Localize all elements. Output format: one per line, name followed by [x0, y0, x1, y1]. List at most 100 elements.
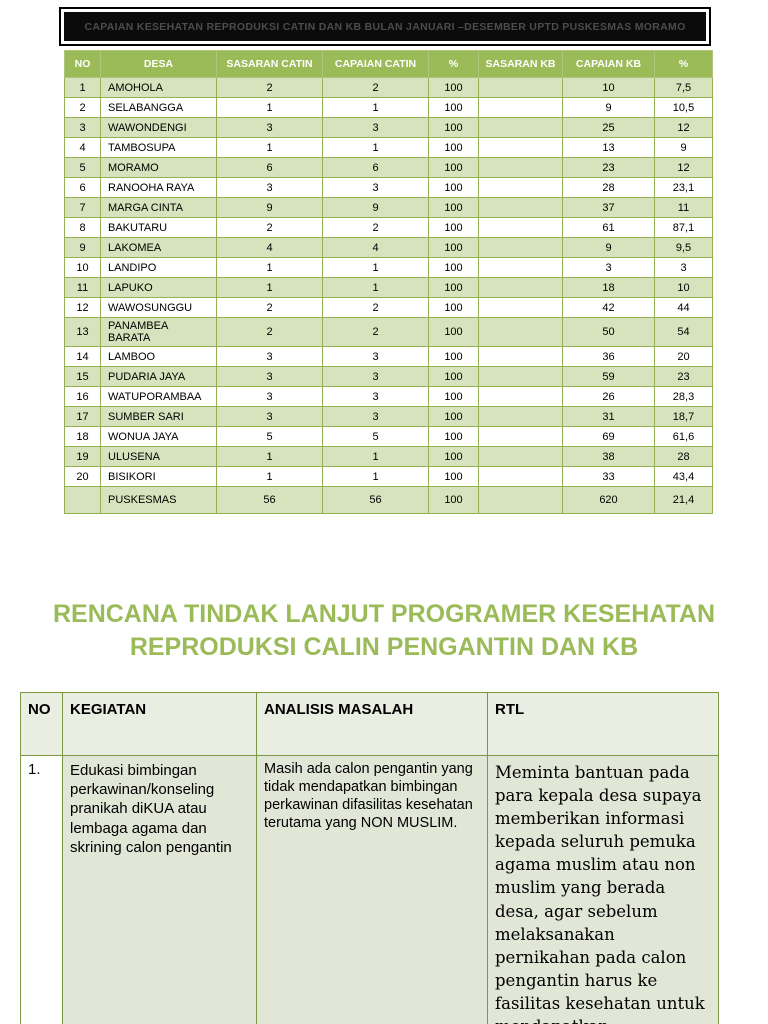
table-cell: 87,1	[654, 217, 713, 238]
table-cell: 59	[562, 366, 655, 387]
column-header: CAPAIAN KB	[562, 50, 655, 78]
table-cell: 9,5	[654, 237, 713, 258]
table-row: 13 PANAMBEA BARATA 2 2 100 50 54	[64, 317, 713, 347]
table-cell	[478, 217, 563, 238]
table-row: 9 LAKOMEA 4 4 100 9 9,5	[64, 237, 713, 258]
table-cell: 100	[428, 297, 479, 318]
table-cell	[478, 406, 563, 427]
column-header: NO	[20, 692, 63, 756]
table-cell: 3	[654, 257, 713, 278]
table-cell: SUMBER SARI	[100, 406, 217, 427]
column-header: %	[654, 50, 713, 78]
table-cell: 2	[322, 297, 429, 318]
table-cell: 100	[428, 366, 479, 387]
table-cell: 69	[562, 426, 655, 447]
table-cell: 18	[562, 277, 655, 298]
table-cell: 100	[428, 257, 479, 278]
table-cell	[478, 466, 563, 487]
table-cell: 33	[562, 466, 655, 487]
table-cell	[478, 346, 563, 367]
section-heading: RENCANA TINDAK LANJUT PROGRAMER KESEHATA…	[0, 598, 768, 664]
capaian-table-body: 1 AMOHOLA 2 2 100 10 7,5 2 SELABANGGA 1 1 100 9 10,5 3…	[64, 77, 713, 514]
table-cell: 3	[216, 117, 323, 138]
table-cell: MORAMO	[100, 157, 217, 178]
table-cell: 1	[322, 466, 429, 487]
table-cell: 100	[428, 386, 479, 407]
table-cell: 3	[64, 117, 101, 138]
table-cell: 100	[428, 317, 479, 347]
table-cell	[478, 317, 563, 347]
table-cell: 3	[216, 366, 323, 387]
table-row: 2 SELABANGGA 1 1 100 9 10,5	[64, 97, 713, 118]
table-cell: 3	[216, 177, 323, 198]
column-header: RTL	[487, 692, 719, 756]
table-row: 12 WAWOSUNGGU 2 2 100 42 44	[64, 297, 713, 318]
table-cell: 1	[216, 137, 323, 158]
table-cell: 12	[654, 157, 713, 178]
table-cell: 3	[322, 386, 429, 407]
table-cell: 100	[428, 177, 479, 198]
table-cell: 1	[322, 446, 429, 467]
table-cell: 43,4	[654, 466, 713, 487]
column-header: SASARAN KB	[478, 50, 563, 78]
row-number-cell: 1.	[20, 754, 63, 1024]
table-cell: PUSKESMAS	[100, 486, 217, 514]
table-cell: 3	[322, 117, 429, 138]
capaian-table: NO DESA SASARAN CATIN CAPAIAN CATIN% SASARAN…	[64, 50, 713, 514]
table-cell	[478, 177, 563, 198]
table-cell: 1	[216, 446, 323, 467]
table-cell: 18	[64, 426, 101, 447]
table-cell: 61,6	[654, 426, 713, 447]
table-cell: 1	[322, 137, 429, 158]
table-cell: 15	[64, 366, 101, 387]
kegiatan-cell: Edukasi bimbingan perkawinan/konseling p…	[62, 754, 257, 1024]
table-cell: PUDARIA JAYA	[100, 366, 217, 387]
table-cell: 10,5	[654, 97, 713, 118]
table-row: 18 WONUA JAYA 5 5 100 69 61,6	[64, 426, 713, 447]
table-cell: 26	[562, 386, 655, 407]
table-cell	[478, 486, 563, 514]
report-title: CAPAIAN KESEHATAN REPRODUKSI CATIN DAN K…	[64, 12, 706, 41]
table-row: 19 ULUSENA 1 1 100 38 28	[64, 446, 713, 467]
table-cell: LAPUKO	[100, 277, 217, 298]
table-cell: 100	[428, 97, 479, 118]
table-cell	[478, 297, 563, 318]
column-header: NO	[64, 50, 101, 78]
rtl-table-body: 1. Edukasi bimbingan perkawinan/konseling…	[20, 754, 719, 1024]
table-cell: 9	[322, 197, 429, 218]
table-row: 11 LAPUKO 1 1 100 18 10	[64, 277, 713, 298]
header-row: NO KEGIATAN ANALISIS MASALAH RTL	[20, 692, 719, 756]
table-cell: 20	[654, 346, 713, 367]
table-cell: 23,1	[654, 177, 713, 198]
table-cell: WATUPORAMBAA	[100, 386, 217, 407]
table-cell	[478, 446, 563, 467]
table-cell: 2	[322, 217, 429, 238]
table-cell: WAWOSUNGGU	[100, 297, 217, 318]
table-cell	[478, 366, 563, 387]
table-row: 1. Edukasi bimbingan perkawinan/konseling…	[20, 754, 719, 1024]
table-row: 6 RANOOHA RAYA 3 3 100 28 23,1	[64, 177, 713, 198]
table-cell: 5	[64, 157, 101, 178]
table-cell: 31	[562, 406, 655, 427]
table-cell: 1	[322, 257, 429, 278]
table-cell: 9	[654, 137, 713, 158]
table-cell: 38	[562, 446, 655, 467]
table-cell: 23	[654, 366, 713, 387]
table-cell: 3	[322, 177, 429, 198]
table-cell: 100	[428, 426, 479, 447]
table-cell: 2	[64, 97, 101, 118]
table-cell: 4	[64, 137, 101, 158]
table-cell: 6	[64, 177, 101, 198]
report-title-bar: CAPAIAN KESEHATAN REPRODUKSI CATIN DAN K…	[59, 7, 711, 46]
table-cell: 4	[322, 237, 429, 258]
table-cell: 3	[216, 406, 323, 427]
table-cell	[478, 237, 563, 258]
table-cell: 20	[64, 466, 101, 487]
table-cell: 2	[216, 77, 323, 98]
section-heading-line1: RENCANA TINDAK LANJUT PROGRAMER KESEHATA…	[52, 600, 716, 628]
column-header: CAPAIAN CATIN	[322, 50, 429, 78]
table-cell: LANDIPO	[100, 257, 217, 278]
table-row: 20 BISIKORI 1 1 100 33 43,4	[64, 466, 713, 487]
table-cell: SELABANGGA	[100, 97, 217, 118]
table-cell	[478, 97, 563, 118]
